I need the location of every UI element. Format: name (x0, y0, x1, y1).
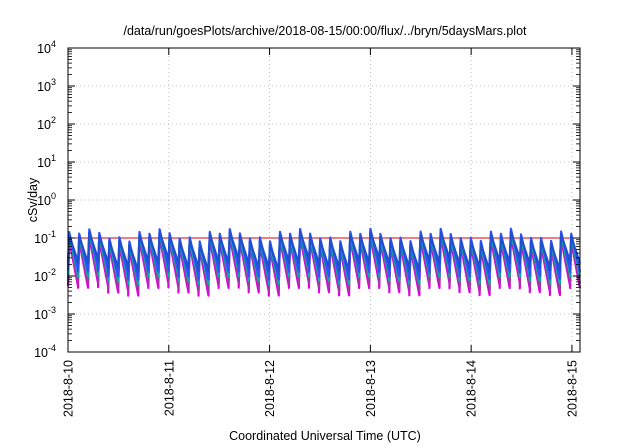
chart-title: /data/run/goesPlots/archive/2018-08-15/0… (123, 24, 527, 38)
x-tick-label: 2018-8-10 (62, 360, 76, 417)
series-line-5 (66, 230, 582, 273)
y-tick-label: 10-3 (34, 305, 56, 322)
x-tick-label: 2018-8-13 (364, 360, 378, 417)
series-group (66, 227, 582, 297)
y-tick-label: 104 (37, 39, 56, 56)
x-tick-label: 2018-8-14 (465, 360, 479, 417)
y-tick-labels: 10-4 10-3 10-2 10-1 100 101 102 103 104 (34, 39, 56, 360)
x-tick-label: 2018-8-15 (565, 360, 579, 417)
x-tick-label: 2018-8-12 (263, 360, 277, 417)
y-tick-label: 103 (37, 77, 56, 94)
y-tick-label: 102 (37, 115, 56, 132)
y-tick-label: 101 (37, 153, 56, 170)
y-tick-label: 100 (37, 191, 56, 208)
x-tick-label: 2018-8-11 (162, 360, 176, 416)
x-axis-label: Coordinated Universal Time (UTC) (229, 429, 421, 443)
y-tick-label: 10-4 (34, 343, 56, 360)
gridlines (68, 48, 580, 352)
x-tick-labels: 2018-8-10 2018-8-11 2018-8-12 2018-8-13 2018… (62, 360, 580, 417)
y-tick-label: 10-1 (34, 229, 56, 246)
y-axis-label: cSv/day (26, 177, 40, 222)
y-tick-label: 10-2 (34, 267, 56, 284)
axis-ticks (67, 47, 580, 353)
